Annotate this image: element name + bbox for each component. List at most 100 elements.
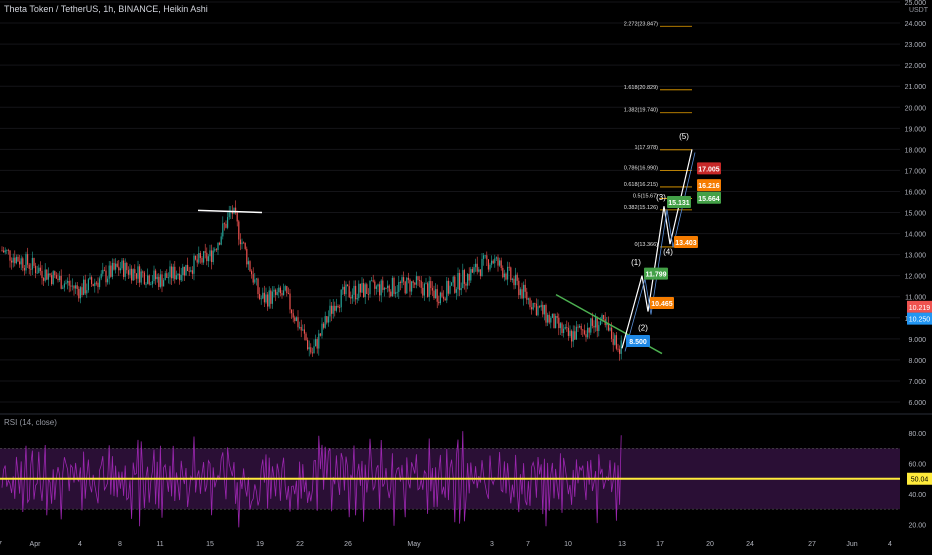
price-tag-label: 13.403 xyxy=(675,240,697,247)
candle-body xyxy=(535,303,537,316)
candle-body xyxy=(332,305,334,314)
candle-body xyxy=(150,284,152,286)
candle-body xyxy=(588,327,590,333)
price-tick-label: 24.000 xyxy=(905,21,927,28)
price-tick-label: 19.000 xyxy=(905,126,927,133)
candle-body xyxy=(164,273,166,281)
candle-body xyxy=(307,340,309,350)
candle-body xyxy=(191,270,193,274)
candle-body xyxy=(423,283,425,296)
candle-body xyxy=(6,249,8,251)
candle-body xyxy=(116,263,118,267)
candle-body xyxy=(515,274,517,286)
candle-body xyxy=(268,290,270,307)
price-tag xyxy=(644,267,668,280)
candle-body xyxy=(399,282,401,283)
candle-body xyxy=(52,271,54,285)
candle-body xyxy=(467,274,469,286)
candle-body xyxy=(619,349,621,354)
candle-body xyxy=(326,316,328,323)
candle-body xyxy=(412,281,414,283)
candle-body xyxy=(294,317,296,322)
price-tag-label: 11.799 xyxy=(645,272,666,279)
candle-body xyxy=(99,278,101,288)
wave-label: (5) xyxy=(679,132,689,141)
candle-body xyxy=(267,294,269,307)
candle-body xyxy=(203,251,205,263)
candle-body xyxy=(340,289,342,308)
candle-body xyxy=(425,283,427,285)
candle-body xyxy=(444,298,446,301)
candle-body xyxy=(180,274,182,281)
candle-body xyxy=(486,255,488,260)
candle-body xyxy=(63,283,65,288)
candle-body xyxy=(313,346,315,354)
candle-body xyxy=(115,263,117,270)
date-tick-label: 3 xyxy=(490,541,494,548)
candle-body xyxy=(593,325,595,328)
candle-body xyxy=(359,283,361,293)
candle-body xyxy=(350,297,352,299)
fib-level-label: 1(17.978) xyxy=(634,145,658,151)
price-tick-label: 6.000 xyxy=(908,400,926,407)
candle-body xyxy=(428,281,430,297)
candle-body xyxy=(175,275,177,280)
price-tick-label: 13.000 xyxy=(905,253,927,260)
candle-body xyxy=(577,326,579,328)
candle-body xyxy=(435,289,437,299)
candle-body xyxy=(187,264,189,272)
candle-body xyxy=(591,318,593,326)
candle-body xyxy=(366,284,368,295)
candle-body xyxy=(563,328,565,334)
candle-body xyxy=(500,260,502,268)
candle-body xyxy=(271,291,273,304)
candle-body xyxy=(174,266,176,280)
candle-body xyxy=(598,325,600,332)
rsi-title: RSI (14, close) xyxy=(4,418,57,427)
candle-body xyxy=(462,270,464,289)
candle-body xyxy=(27,254,29,265)
candle-body xyxy=(46,269,48,280)
candle-body xyxy=(499,260,501,266)
candle-body xyxy=(151,281,153,285)
candle-body xyxy=(431,287,433,291)
candle-body xyxy=(3,250,5,253)
candle-body xyxy=(252,274,254,283)
candle-body xyxy=(404,281,406,294)
candle-body xyxy=(545,305,547,323)
candle-body xyxy=(60,275,62,289)
candle-body xyxy=(508,266,510,268)
candle-body xyxy=(571,330,573,342)
candle-body xyxy=(559,323,561,329)
candle-body xyxy=(41,270,43,279)
candle-body xyxy=(231,211,233,214)
candle-body xyxy=(140,271,142,283)
date-tick-label: 27 xyxy=(808,541,816,548)
candle-body xyxy=(374,281,376,289)
candle-body xyxy=(403,277,405,282)
candle-body xyxy=(319,333,321,336)
candle-body xyxy=(409,279,411,292)
wave-label: (3) xyxy=(656,193,666,202)
candle-body xyxy=(438,301,440,304)
candle-body xyxy=(441,292,443,297)
candle-body xyxy=(379,284,381,296)
candle-body xyxy=(367,294,369,295)
candle-body xyxy=(305,333,307,341)
candle-body xyxy=(9,250,11,261)
price-tag-label: 10.465 xyxy=(651,301,673,308)
candle-body xyxy=(97,282,99,288)
date-tick-label: 11 xyxy=(156,541,163,548)
candle-body xyxy=(179,273,181,281)
candle-body xyxy=(316,339,318,349)
price-tick-label: 22.000 xyxy=(905,63,927,70)
price-tag xyxy=(697,179,721,192)
candle-body xyxy=(310,347,312,353)
candle-body xyxy=(212,250,214,263)
candle-body xyxy=(526,291,528,300)
candle-body xyxy=(247,261,249,265)
price-tag xyxy=(674,236,698,248)
price-tag xyxy=(626,334,650,347)
candle-body xyxy=(422,287,424,296)
